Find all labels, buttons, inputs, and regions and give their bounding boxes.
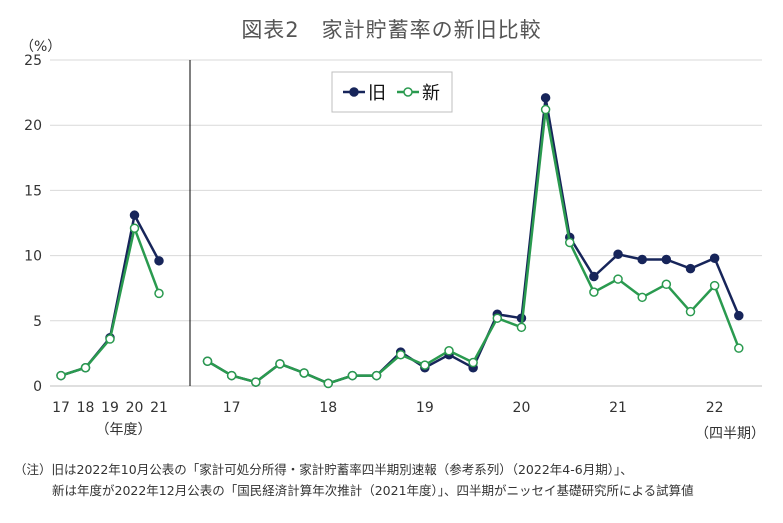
annual-x-tick-label: 20 <box>126 400 144 416</box>
quarterly-old-series-point <box>637 254 647 265</box>
quarterly-old-series-point <box>709 253 720 263</box>
quarterly-year-label: 19 <box>416 400 434 416</box>
y-tick-label: 25 <box>24 53 42 69</box>
quarterly-new-series-point <box>565 237 575 248</box>
quarterly-old-series-point <box>661 254 672 265</box>
quarterly-year-label: 17 <box>223 400 241 416</box>
y-axis-unit-label: （%） <box>20 39 62 55</box>
quarterly-old-series-point <box>540 93 551 103</box>
y-tick-label: 10 <box>24 249 42 265</box>
annual-x-tick-label: 21 <box>150 400 168 416</box>
annual-x-tick-label: 18 <box>77 400 95 416</box>
legend-swatch-marker <box>349 87 359 97</box>
savings-rate-chart: 0 5 10 15 20 25 17 18 19 20 21 （年度） 17 18 19 20 21 22 （四半期… <box>24 53 765 442</box>
quarterly-new-series-point <box>540 104 551 115</box>
quarterly-new-series-point <box>661 279 672 290</box>
y-tick-label: 20 <box>24 118 42 134</box>
quarterly-new-series-point <box>734 343 744 353</box>
quarterly-new-series-point <box>226 370 237 381</box>
annual-axis-label: （年度） <box>95 422 151 438</box>
quarterly-old-series-point <box>685 263 696 274</box>
annual-x-tick-label: 19 <box>101 400 119 416</box>
annual-x-tick-label: 17 <box>52 400 70 416</box>
quarterly-new-series-point <box>637 292 647 303</box>
quarterly-new-series-point <box>492 313 503 323</box>
quarterly-new-series-point <box>202 356 213 366</box>
quarterly-new-series-point <box>685 306 696 317</box>
annual-new-series-line <box>60 226 161 377</box>
legend-swatch-marker <box>403 87 413 97</box>
quarterly-new-series-point <box>323 378 333 389</box>
footnote-2: 新は年度が2022年12月公表の「国民経済計算年次推計（2021年度）」、四半期… <box>52 483 694 498</box>
axes: 0 5 10 15 20 25 17 18 19 20 21 （年度） 17 18 19 20 21 22 （四半期… <box>24 53 765 442</box>
quarterly-new-series-point <box>709 280 720 291</box>
y-tick-label: 0 <box>33 379 42 395</box>
annual-new-series-point <box>56 370 66 381</box>
series-lines <box>56 93 744 389</box>
footnotes: （注）旧は2022年10月公表の「家計可処分所得・家計貯蓄率四半期別速報（参考系… <box>14 459 694 501</box>
quarterly-new-series-point <box>371 370 382 381</box>
legend: 旧新 <box>331 71 453 113</box>
quarterly-new-series-point <box>347 370 358 381</box>
annual-old-series-point <box>154 256 164 266</box>
quarterly-old-series-line <box>206 96 740 385</box>
quarterly-new-series-point <box>613 274 623 284</box>
quarterly-year-label: 22 <box>706 400 724 416</box>
quarterly-new-series-point <box>251 377 261 387</box>
annual-new-series-point <box>105 334 115 344</box>
quarterly-year-label: 20 <box>513 400 531 416</box>
quarterly-new-series-line <box>206 108 740 385</box>
legend-label: 新 <box>422 83 440 104</box>
y-tick-label: 15 <box>24 183 42 199</box>
quarterly-old-series-point <box>589 271 599 282</box>
annual-new-series-point <box>154 288 164 299</box>
quarterly-new-series-point <box>299 368 309 378</box>
legend-label: 旧 <box>368 83 386 104</box>
quarterly-old-series-point <box>734 310 744 321</box>
quarterly-new-series-point <box>444 346 454 356</box>
quarterly-old-series-point <box>613 249 623 260</box>
quarterly-axis-label: （四半期） <box>695 426 765 442</box>
y-tick-label: 5 <box>33 314 42 330</box>
annual-old-series-line <box>60 213 161 377</box>
chart-title: 図表2 家計貯蓄率の新旧比較 <box>241 18 542 42</box>
annual-old-series-point <box>129 210 140 220</box>
footnote-1: （注）旧は2022年10月公表の「家計可処分所得・家計貯蓄率四半期別速報（参考系… <box>14 462 633 477</box>
annual-new-series-point <box>80 362 91 373</box>
quarterly-new-series-point <box>468 357 478 368</box>
quarterly-year-label: 21 <box>609 400 627 416</box>
quarterly-new-series-point <box>275 359 285 369</box>
quarterly-new-series-point <box>589 287 599 297</box>
annual-new-series-point <box>129 223 140 233</box>
quarterly-new-series-point <box>516 322 527 333</box>
quarterly-year-label: 18 <box>319 400 337 416</box>
quarterly-new-series-point <box>420 360 430 370</box>
quarterly-new-series-point <box>395 349 406 360</box>
